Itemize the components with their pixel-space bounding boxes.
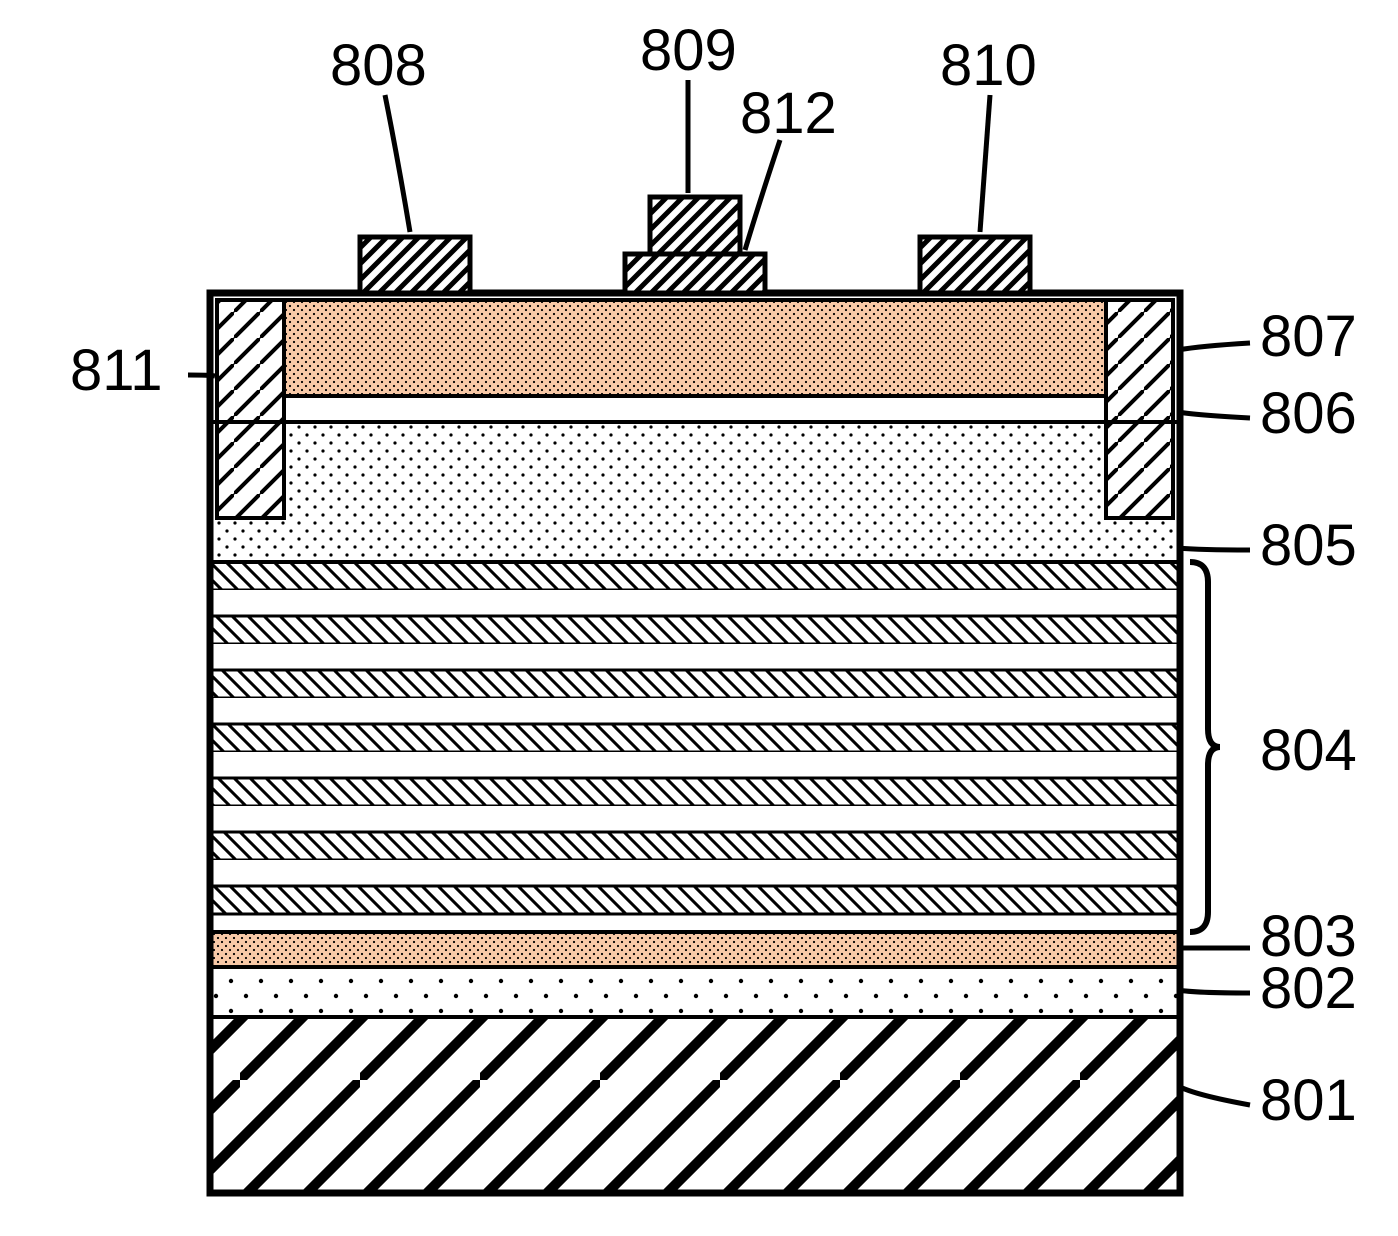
label-806: 806 bbox=[1260, 381, 1357, 446]
label-803: 803 bbox=[1260, 904, 1357, 969]
device-cross-section-diagram: 801802803804805806807811808809812810 bbox=[0, 0, 1398, 1236]
leader-801 bbox=[1178, 1086, 1250, 1105]
label-805: 805 bbox=[1260, 513, 1357, 578]
leader-808 bbox=[385, 95, 410, 232]
leader-805 bbox=[1178, 548, 1250, 550]
bracket-804 bbox=[1190, 562, 1220, 932]
leader-806 bbox=[1178, 412, 1250, 418]
label-807: 807 bbox=[1260, 304, 1357, 369]
label-809: 809 bbox=[640, 18, 737, 83]
label-804: 804 bbox=[1260, 718, 1357, 783]
label-808: 808 bbox=[330, 33, 427, 98]
device-stack bbox=[210, 197, 1180, 1193]
label-810: 810 bbox=[940, 33, 1037, 98]
label-812: 812 bbox=[740, 81, 837, 146]
label-801: 801 bbox=[1260, 1068, 1357, 1133]
leader-802 bbox=[1178, 990, 1250, 993]
leader-812 bbox=[745, 140, 780, 250]
leader-810 bbox=[980, 95, 990, 232]
label-811: 811 bbox=[70, 338, 162, 403]
leader-811 bbox=[188, 375, 215, 376]
leader-807 bbox=[1178, 343, 1250, 350]
